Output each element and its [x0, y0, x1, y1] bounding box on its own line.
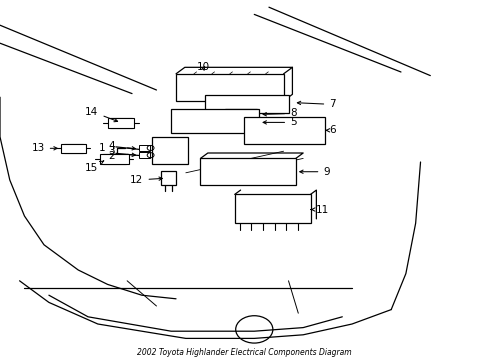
Bar: [100, 154, 128, 164]
Text: 13: 13: [31, 143, 57, 153]
Bar: [61, 144, 85, 153]
Bar: [161, 171, 176, 185]
Text: 8: 8: [263, 108, 296, 118]
Bar: [176, 74, 283, 101]
Text: 5: 5: [263, 117, 296, 127]
Text: 11: 11: [310, 204, 329, 215]
Text: 3: 3: [108, 146, 115, 156]
Text: 14: 14: [85, 107, 117, 122]
Text: 10: 10: [196, 62, 209, 72]
Text: 2: 2: [108, 150, 115, 161]
Bar: [200, 158, 295, 185]
Text: 12: 12: [130, 175, 162, 185]
Bar: [244, 117, 325, 144]
Bar: [171, 109, 259, 133]
Text: 7: 7: [297, 99, 335, 109]
Text: 15: 15: [85, 161, 103, 173]
Bar: [139, 145, 150, 151]
Bar: [151, 137, 188, 164]
Text: 4: 4: [108, 141, 115, 151]
Text: 6: 6: [325, 125, 335, 135]
Text: 2002 Toyota Highlander Electrical Components Diagram: 2002 Toyota Highlander Electrical Compon…: [137, 348, 351, 357]
Text: 1: 1: [98, 143, 105, 153]
Text: 9: 9: [299, 167, 329, 177]
Bar: [205, 95, 288, 113]
Bar: [234, 194, 310, 223]
Bar: [139, 152, 150, 158]
Bar: [107, 118, 134, 128]
Bar: [224, 109, 256, 121]
